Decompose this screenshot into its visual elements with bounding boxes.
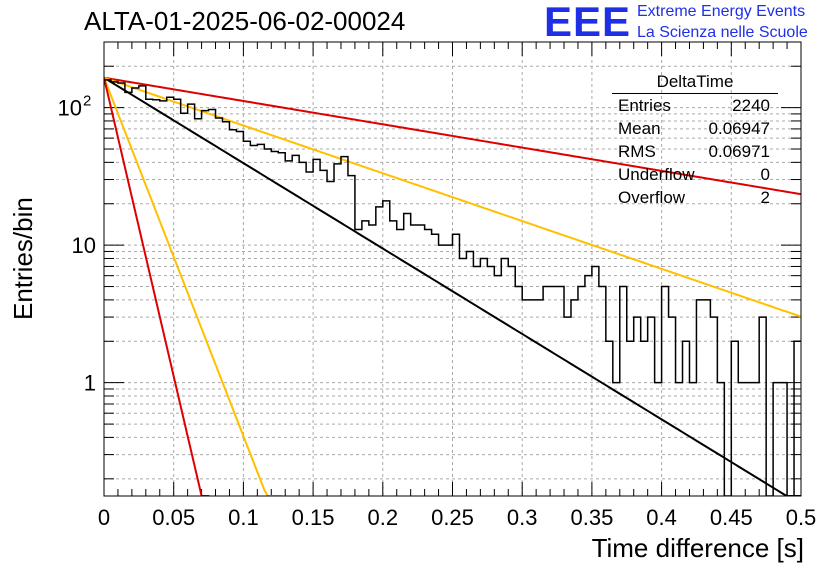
stats-row-underflow: Underflow 0 bbox=[612, 163, 778, 186]
stats-value: 0.06971 bbox=[708, 142, 770, 161]
eee-logo: EEE bbox=[544, 0, 632, 45]
x-tick-label: 0.1 bbox=[228, 505, 259, 530]
stats-title: DeltaTime bbox=[612, 72, 778, 94]
stats-value: 2240 bbox=[732, 96, 770, 115]
x-tick-label: 0.45 bbox=[710, 505, 753, 530]
x-tick-label: 0.15 bbox=[292, 505, 335, 530]
stats-box: DeltaTime Entries 2240 Mean 0.06947 RMS … bbox=[612, 72, 778, 209]
stats-value: 2 bbox=[760, 188, 770, 207]
x-tick-label: 0.25 bbox=[431, 505, 474, 530]
stats-value: 0 bbox=[760, 165, 770, 184]
stats-row-overflow: Overflow 2 bbox=[612, 186, 778, 209]
x-tick-label: 0.5 bbox=[786, 505, 817, 530]
y-tick-exponent: 2 bbox=[83, 93, 91, 110]
series-curve-0 bbox=[104, 76, 801, 496]
y-tick-label: 1 bbox=[84, 371, 96, 396]
stats-label: Underflow bbox=[618, 165, 695, 184]
x-tick-label: 0.3 bbox=[507, 505, 538, 530]
plot-frame bbox=[103, 41, 802, 497]
stats-row-entries: Entries 2240 bbox=[612, 94, 778, 117]
histogram-steps bbox=[104, 79, 801, 496]
stats-label: Overflow bbox=[618, 188, 686, 207]
series-curve-4 bbox=[104, 77, 210, 496]
x-tick-label: 0.05 bbox=[152, 505, 195, 530]
x-tick-label: 0.35 bbox=[570, 505, 613, 530]
stats-label: RMS bbox=[618, 142, 656, 161]
stats-row-mean: Mean 0.06947 bbox=[612, 117, 778, 140]
logo-line-1: Extreme Energy Events bbox=[637, 3, 806, 20]
series-curve-1 bbox=[104, 76, 801, 196]
x-tick-label: 0.4 bbox=[646, 505, 677, 530]
x-axis-label: Time difference [s] bbox=[591, 533, 804, 563]
y-axis-label: Entries/bin bbox=[8, 197, 38, 320]
chart-title: ALTA-01-2025-06-02-00024 bbox=[84, 6, 406, 36]
x-tick-label: 0.2 bbox=[368, 505, 399, 530]
logo-line-2: La Scienza nelle Scuole bbox=[637, 24, 808, 41]
stats-value: 0.06947 bbox=[708, 119, 770, 138]
y-tick-label: 10 bbox=[72, 233, 96, 258]
stats-label: Entries bbox=[618, 96, 671, 115]
series-curve-3 bbox=[104, 77, 283, 496]
stats-label: Mean bbox=[618, 119, 661, 138]
y-tick-label: 10 bbox=[58, 96, 82, 121]
stats-row-rms: RMS 0.06971 bbox=[612, 140, 778, 163]
x-tick-label: 0 bbox=[98, 505, 110, 530]
